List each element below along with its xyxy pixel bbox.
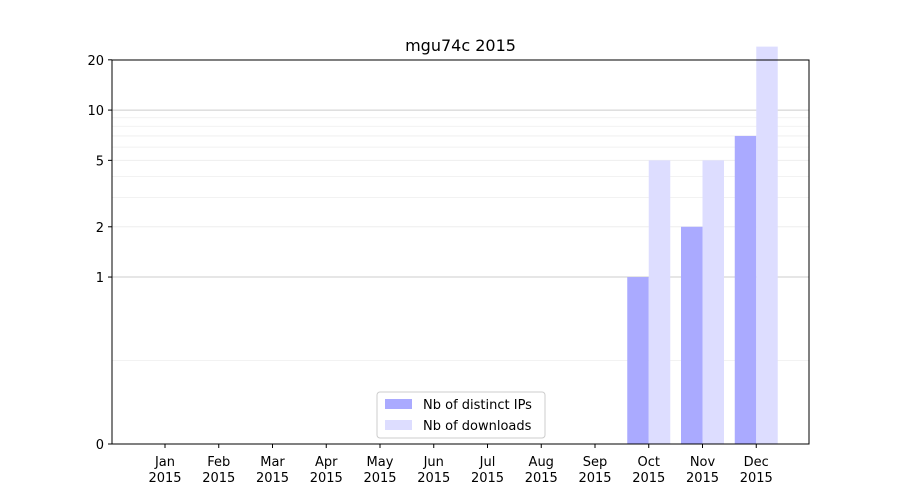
x-tick-label: 2015 — [148, 471, 181, 486]
bar-distinct-ips — [627, 277, 649, 444]
x-tick-label: 2015 — [417, 471, 450, 486]
legend-box — [376, 391, 546, 439]
bar-distinct-ips — [734, 135, 757, 444]
x-tick-label: 2015 — [202, 471, 235, 486]
x-tick-label: Dec — [744, 455, 769, 470]
x-tick-label: Nov — [690, 455, 716, 470]
x-tick-label: Sep — [583, 455, 608, 470]
x-tick-label: 2015 — [525, 471, 558, 486]
chart-title: mgu74c 2015 — [405, 36, 516, 55]
bar-downloads — [702, 160, 724, 444]
plot-frame — [111, 59, 810, 445]
x-tick-label: 2015 — [578, 471, 611, 486]
legend-swatch — [385, 420, 412, 430]
y-tick-label: 5 — [96, 154, 104, 169]
bar-downloads — [756, 46, 778, 444]
x-tick-label: 2015 — [471, 471, 504, 486]
x-tick-label: Aug — [529, 455, 554, 470]
x-axis: Jan2015Feb2015Mar2015Apr2015May2015Jun20… — [148, 444, 773, 486]
x-tick-label: 2015 — [310, 471, 343, 486]
x-tick-label: 2015 — [632, 471, 665, 486]
x-tick-label: 2015 — [740, 471, 773, 486]
y-tick-label: 0 — [96, 438, 104, 453]
legend-label: Nb of distinct IPs — [423, 398, 532, 413]
x-tick-label: 2015 — [363, 471, 396, 486]
y-axis: 0125102050100 — [87, 0, 112, 453]
legend: Nb of distinct IPs Nb of downloads — [376, 391, 546, 439]
x-tick-label: Oct — [638, 455, 660, 470]
x-tick-label: Apr — [315, 455, 338, 470]
x-tick-label: Jun — [423, 455, 444, 470]
x-tick-label: May — [367, 455, 394, 470]
x-tick-label: Feb — [207, 455, 230, 470]
bar-distinct-ips — [681, 226, 703, 444]
x-tick-label: Jul — [479, 455, 496, 470]
y-tick-label: 20 — [87, 54, 104, 69]
x-tick-label: Mar — [260, 455, 285, 470]
legend-swatch — [385, 399, 412, 409]
y-tick-label: 1 — [96, 271, 104, 286]
x-tick-label: 2015 — [686, 471, 719, 486]
y-tick-label: 2 — [96, 221, 104, 236]
bars — [627, 46, 778, 444]
x-tick-label: 2015 — [256, 471, 289, 486]
y-tick-label: 10 — [87, 104, 104, 119]
x-tick-label: Jan — [154, 455, 175, 470]
y-tick-label: 50 — [87, 0, 104, 2]
bar-downloads — [648, 160, 671, 444]
legend-label: Nb of downloads — [423, 419, 532, 434]
